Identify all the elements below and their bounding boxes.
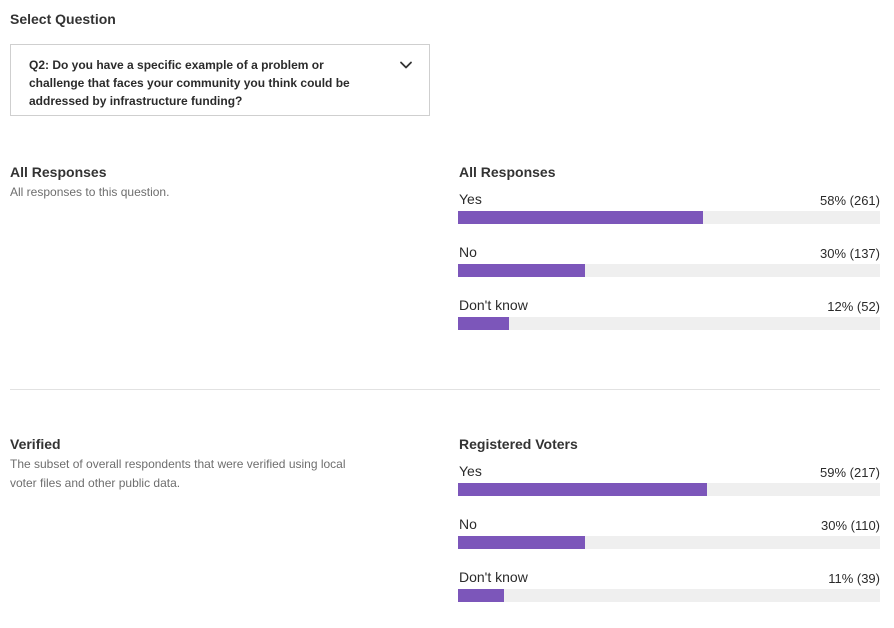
- response-value: 11% (39): [828, 571, 880, 586]
- response-bar-fill: [458, 264, 585, 277]
- registered-voters-chart-title: Registered Voters: [459, 436, 578, 452]
- response-label: Don't know: [459, 297, 528, 313]
- response-label: Yes: [459, 463, 482, 479]
- response-bar-track: [458, 317, 880, 330]
- response-value: 12% (52): [827, 299, 880, 314]
- response-bar-track: [458, 483, 880, 496]
- registered-voters-row-yes: Yes 59% (217): [458, 463, 880, 503]
- response-bar-fill: [458, 589, 505, 602]
- all-responses-row-no: No 30% (137): [458, 244, 880, 284]
- all-responses-section-title: All Responses: [10, 164, 107, 180]
- response-bar-track: [458, 211, 880, 224]
- chevron-down-icon: [400, 61, 412, 69]
- registered-voters-row-dont-know: Don't know 11% (39): [458, 569, 880, 609]
- response-bar-track: [458, 264, 880, 277]
- response-bar-track: [458, 589, 880, 602]
- response-bar-fill: [458, 211, 703, 224]
- verified-description: The subset of overall respondents that w…: [10, 457, 346, 490]
- question-select-dropdown[interactable]: Q2: Do you have a specific example of a …: [10, 44, 430, 116]
- selected-question-text: Q2: Do you have a specific example of a …: [29, 58, 350, 108]
- select-question-label: Select Question: [10, 11, 116, 27]
- response-label: Yes: [459, 191, 482, 207]
- response-value: 59% (217): [820, 465, 880, 480]
- response-value: 30% (137): [820, 246, 880, 261]
- all-responses-row-dont-know: Don't know 12% (52): [458, 297, 880, 337]
- all-responses-description: All responses to this question.: [10, 185, 170, 199]
- response-label: No: [459, 244, 477, 260]
- response-label: Don't know: [459, 569, 528, 585]
- section-divider: [10, 389, 880, 390]
- response-label: No: [459, 516, 477, 532]
- all-responses-chart-title: All Responses: [459, 164, 556, 180]
- response-value: 58% (261): [820, 193, 880, 208]
- response-bar-fill: [458, 317, 509, 330]
- response-bar-track: [458, 536, 880, 549]
- verified-section-title: Verified: [10, 436, 61, 452]
- all-responses-row-yes: Yes 58% (261): [458, 191, 880, 231]
- registered-voters-row-no: No 30% (110): [458, 516, 880, 556]
- response-bar-fill: [458, 536, 585, 549]
- response-bar-fill: [458, 483, 707, 496]
- response-value: 30% (110): [820, 518, 880, 533]
